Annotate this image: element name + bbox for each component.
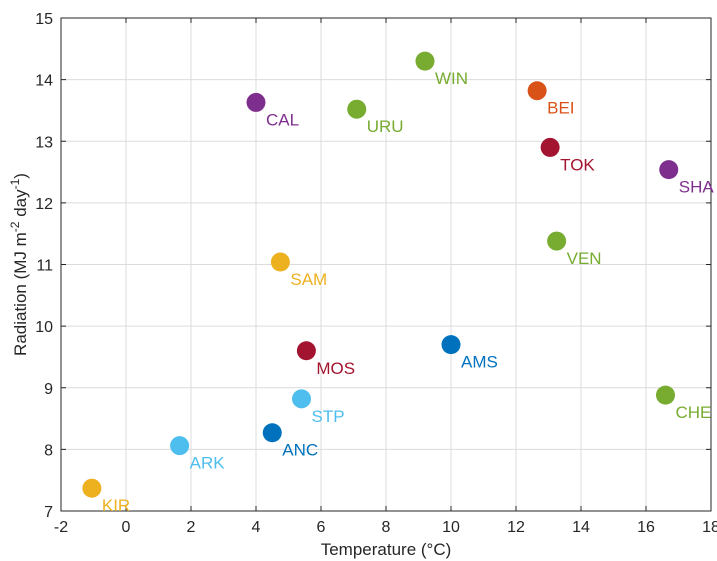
- y-axis-title-base: Radiation (MJ m: [11, 232, 30, 356]
- y-tick-label: 14: [35, 73, 53, 90]
- data-label-ark: ARK: [190, 454, 226, 473]
- data-point-tok: [540, 137, 560, 157]
- y-tick-label: 9: [44, 381, 53, 398]
- y-axis-title-end: ): [11, 173, 30, 179]
- data-label-ven: VEN: [567, 249, 602, 268]
- y-axis-title-exp1: -2: [8, 221, 22, 232]
- y-axis-title-mid: day: [11, 189, 30, 222]
- y-tick-label: 10: [35, 319, 53, 336]
- y-ticks: 7 8 9 10 11 12 13 14 15: [35, 11, 711, 521]
- data-labels: KIR ARK ANC STP MOS SAM CAL URU WIN AMS BEI TOK VEN S…: [102, 69, 714, 515]
- data-label-tok: TOK: [560, 155, 595, 174]
- data-point-ark: [170, 436, 190, 456]
- data-point-anc: [262, 423, 282, 443]
- x-tick-label: 4: [252, 519, 261, 536]
- x-tick-label: 16: [637, 519, 655, 536]
- x-tick-label: 18: [702, 519, 717, 536]
- y-tick-label: 12: [35, 196, 53, 213]
- y-axis-title-exp2: -1: [8, 178, 22, 189]
- x-tick-label: 12: [507, 519, 525, 536]
- grid: [60, 17, 712, 512]
- data-point-kir: [82, 478, 102, 498]
- data-label-ams: AMS: [461, 353, 498, 372]
- y-tick-label: 8: [44, 442, 53, 459]
- data-label-uru: URU: [367, 117, 404, 136]
- data-point-uru: [347, 99, 367, 119]
- y-axis-title: Radiation (MJ m-2 day-1): [8, 173, 30, 356]
- data-point-sha: [659, 160, 679, 180]
- data-point-che: [656, 385, 675, 405]
- data-point-ams: [441, 335, 461, 355]
- y-tick-label: 11: [36, 258, 53, 275]
- data-point-mos: [296, 341, 316, 361]
- data-label-cal: CAL: [266, 110, 299, 129]
- data-label-mos: MOS: [316, 359, 355, 378]
- x-tick-label: 8: [382, 519, 391, 536]
- data-label-sam: SAM: [290, 270, 327, 289]
- data-label-stp: STP: [312, 407, 345, 426]
- data-points: [82, 51, 679, 498]
- data-point-stp: [292, 389, 311, 409]
- y-tick-label: 15: [35, 11, 53, 28]
- x-tick-label: 6: [317, 519, 326, 536]
- data-label-anc: ANC: [282, 441, 318, 460]
- x-ticks: -2 0 2 4 6 8 10 12 14 16 18: [54, 18, 717, 536]
- x-tick-label: 10: [442, 519, 460, 536]
- x-axis-title: Temperature (°C): [321, 540, 452, 559]
- data-point-bei: [527, 81, 547, 101]
- data-point-win: [415, 51, 435, 71]
- data-label-sha: SHA: [679, 178, 715, 197]
- data-label-bei: BEI: [547, 99, 574, 118]
- data-label-win: WIN: [435, 69, 468, 88]
- x-tick-label: 0: [122, 519, 131, 536]
- y-tick-label: 13: [35, 134, 53, 151]
- data-label-che: CHE: [676, 403, 712, 422]
- x-tick-label: -2: [54, 519, 68, 536]
- data-point-sam: [270, 252, 290, 272]
- data-point-ven: [547, 231, 567, 251]
- x-tick-label: 2: [187, 519, 196, 536]
- y-tick-label: 7: [44, 504, 53, 521]
- x-tick-label: 14: [572, 519, 590, 536]
- data-label-kir: KIR: [102, 496, 130, 515]
- data-point-cal: [246, 92, 266, 112]
